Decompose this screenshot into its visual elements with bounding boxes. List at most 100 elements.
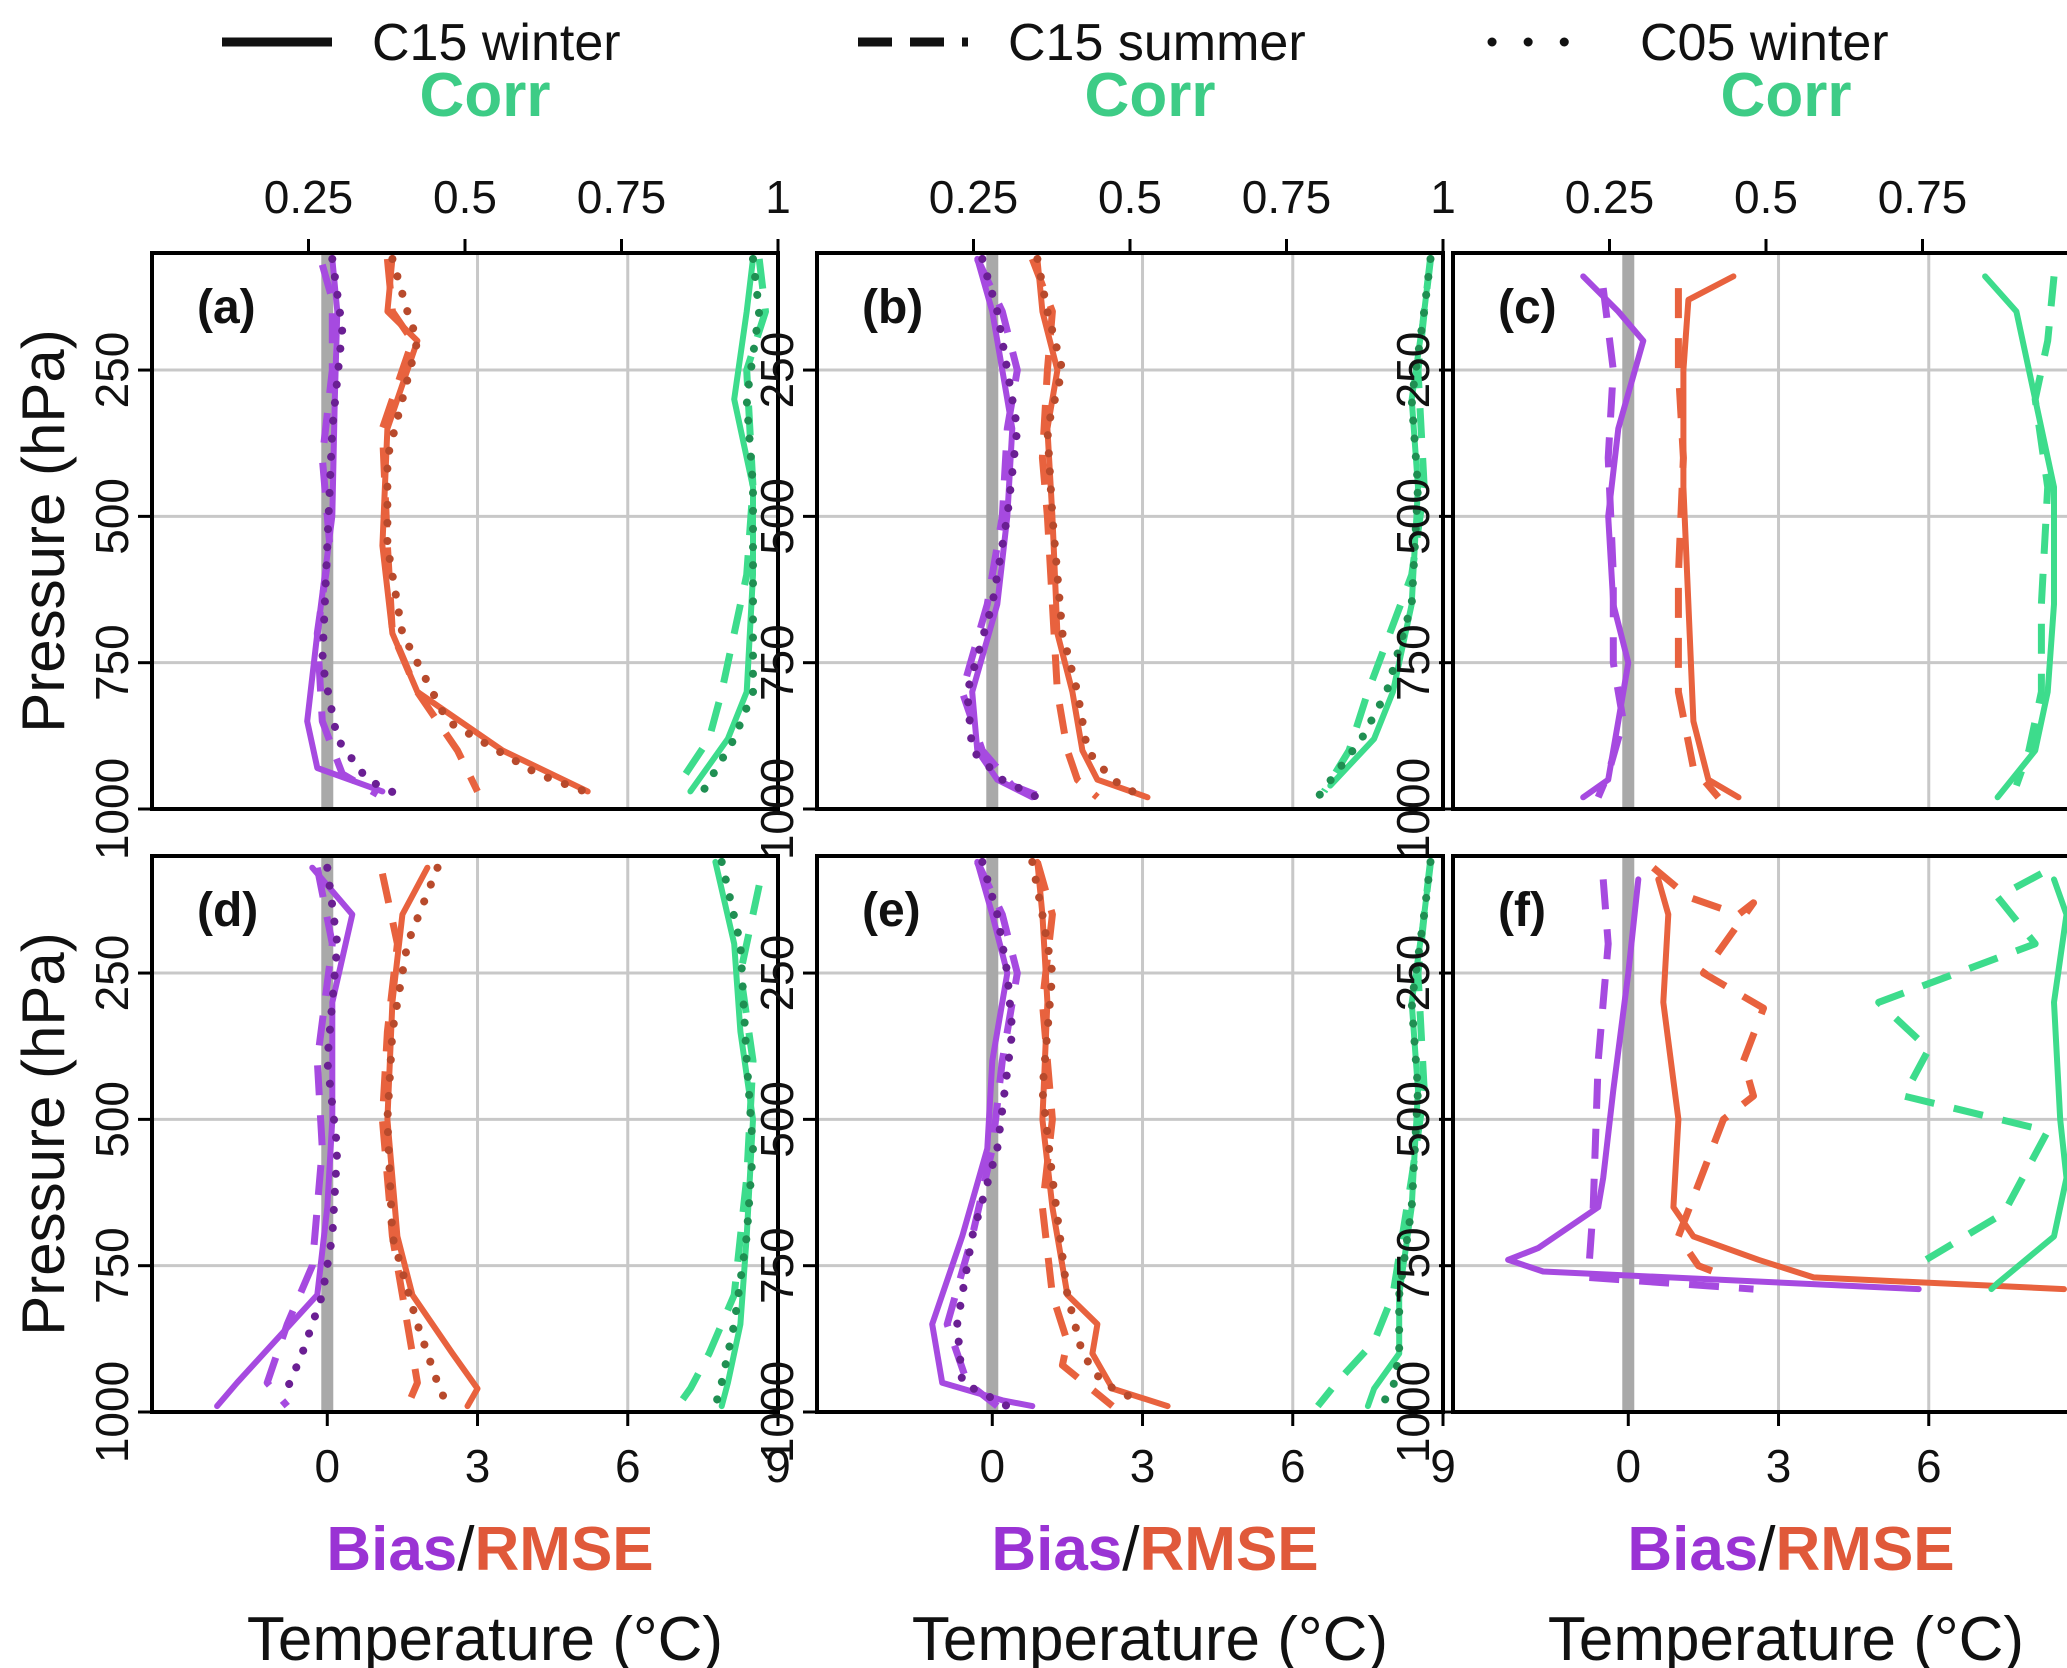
legend-label-c05-winter: C05 winter [1640,14,1889,72]
rmse-line-c15-winter [1034,858,1171,1410]
panel-c: (c) 250 500 750 1000 0.25 0.5 0.75 1 Corr [1387,61,2067,860]
title-separator: / [1122,1515,1140,1584]
panel-a: (a) 250 500 750 1000 0.25 0.5 0.75 1 Corr Pressure… [10,61,791,860]
bias-title: Bias [1627,1515,1758,1584]
top-axis-title: Corr [1085,61,1216,130]
y-tick-label: 500 [751,1081,803,1158]
y-tick-label: 750 [1387,624,1439,701]
rmse-line-c15-winter [1034,255,1151,801]
corr-line-c15-summer [2013,276,2058,787]
panel-label: (c) [1498,281,1557,334]
panel-frame [1451,251,2067,811]
bottom-tick-label: 0 [979,1440,1005,1492]
top-tick-label: 1 [765,171,791,223]
corr-line-c15-winter [1988,876,2067,1293]
zero-line [986,856,999,1412]
rmse-line-c15-summer [1651,865,1767,1281]
top-axis-title: Corr [420,61,551,130]
y-tick-label: 1000 [86,1361,138,1463]
rmse-line-c15-winter [384,864,481,1410]
rmse-line-c15-summer [378,872,421,1408]
bias-line-c15-winter [1505,876,1922,1293]
y-tick-label: 250 [1387,935,1439,1012]
rmse-title: RMSE [1776,1515,1955,1584]
rmse-line-c15-summer [1034,860,1115,1409]
y-tick-label: 750 [1387,1227,1439,1304]
y-tick-label: 250 [86,935,138,1012]
bias-line-c15-summer [1584,879,1754,1293]
panel-label: (d) [197,884,258,937]
top-tick-label: 0.5 [433,171,497,223]
rmse-title: RMSE [475,1515,654,1584]
top-tick-label: 0.75 [1242,171,1332,223]
top-tick-label: 0.5 [1734,171,1798,223]
corr-line-c15-summer [674,884,763,1409]
y-tick-label: 750 [86,624,138,701]
bottom-axis-title: Bias/RMSE [1627,1515,1954,1584]
bottom-tick-label: 3 [1130,1440,1156,1492]
top-tick-label: 0.75 [1878,171,1968,223]
bias-line-c15-summer [263,867,336,1409]
bias-title: Bias [991,1515,1122,1584]
panel-frame [815,854,1445,1414]
corr-line-c15-summer [1875,870,2052,1269]
top-tick-label: 0.75 [577,171,667,223]
corr-line-c05-winter [1313,254,1435,802]
bias-line-c15-summer [313,263,380,798]
top-axis-title: Corr [1721,61,1852,130]
zero-line [1622,253,1635,809]
panel-label: (f) [1498,884,1546,937]
bottom-tick-label: 6 [1916,1440,1942,1492]
y-axis-title: Pressure (hPa) [10,932,77,1335]
rmse-line-c15-summer [378,258,481,793]
y-tick-label: 750 [86,1227,138,1304]
panel-b: (b) 250 500 750 1000 0.25 0.5 0.75 1 Corr [751,61,1456,860]
y-tick-label: 1000 [751,1361,803,1463]
panel-d: (d) 250 500 750 1000 0 3 6 9 Bias/RMSE Temperature… [10,854,791,1668]
y-tick-label: 250 [751,935,803,1012]
y-tick-label: 500 [751,478,803,555]
rmse-line-c05-winter [1033,254,1147,802]
rmse-title: RMSE [1140,1515,1319,1584]
bottom-tick-label: 9 [1430,1440,1456,1492]
panel-label: (e) [862,884,921,937]
y-tick-label: 750 [751,1227,803,1304]
y-tick-label: 1000 [751,758,803,860]
panel-frame [150,854,780,1414]
bottom-tick-label: 3 [465,1440,491,1492]
y-tick-label: 500 [86,1081,138,1158]
top-tick-label: 0.5 [1098,171,1162,223]
top-tick-label: 0.25 [1565,171,1655,223]
y-tick-label: 500 [1387,478,1439,555]
corr-line-c05-winter [698,254,764,796]
y-tick-label: 1000 [86,758,138,860]
bias-line-c15-summer [958,257,1044,801]
bottom-axis-title: Bias/RMSE [991,1515,1318,1584]
corr-line-c15-winter [1982,273,2057,801]
bottom-tick-label: 6 [1280,1440,1306,1492]
bottom-tick-label: 3 [1766,1440,1792,1492]
panel-f: (f) 250 500 750 1000 0 3 6 9 Bias/RMSE Temperature… [1387,854,2067,1668]
bias-line-c05-winter [963,254,1042,802]
panel-label: (a) [197,281,256,334]
bias-title: Bias [326,1515,457,1584]
top-tick-label: 0.25 [264,171,354,223]
y-tick-label: 250 [86,332,138,409]
top-tick-label: 0.25 [929,171,1019,223]
title-separator: / [457,1515,475,1584]
panel-label: (b) [862,281,923,334]
bias-line-c05-winter [278,863,342,1405]
bottom-axis-title: Bias/RMSE [326,1515,653,1584]
corr-line-c15-winter [712,858,756,1410]
bottom-tick-label: 0 [314,1440,340,1492]
y-tick-label: 500 [86,478,138,555]
bottom-tick-label: 6 [615,1440,641,1492]
top-tick-label: 1 [1430,171,1456,223]
bottom-axis-units: Temperature (°C) [1548,1605,2024,1668]
bottom-tick-label: 0 [1615,1440,1641,1492]
panel-frame [815,251,1445,811]
rmse-line-c15-winter [1680,273,1742,801]
y-tick-label: 1000 [1387,758,1439,860]
